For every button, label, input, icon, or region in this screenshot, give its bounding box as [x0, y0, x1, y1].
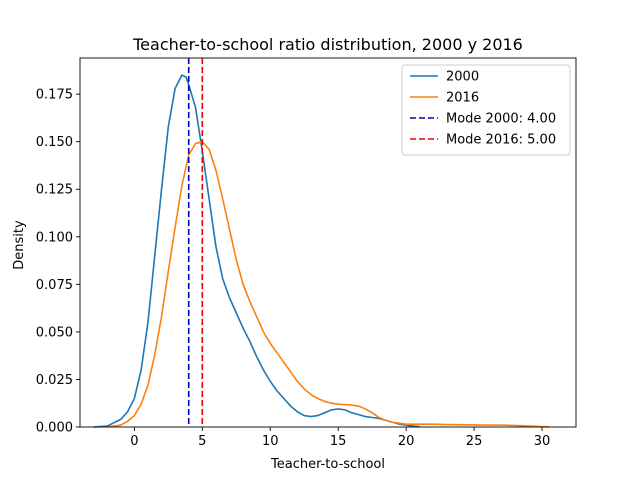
y-tick-label: 0.000 [36, 421, 73, 436]
chart-title: Teacher-to-school ratio distribution, 20… [132, 35, 523, 54]
y-tick-label: 0.100 [36, 230, 73, 245]
y-tick-label: 0.075 [36, 278, 73, 293]
axes-frame [79, 57, 577, 428]
x-tick-label: 15 [330, 434, 347, 449]
y-tick-label: 0.125 [36, 183, 73, 198]
legend-box [401, 64, 571, 156]
x-tick-label: 25 [466, 434, 483, 449]
legend-label: Mode 2000: 4.00 [446, 112, 556, 127]
y-tick-label: 0.150 [36, 135, 73, 150]
series-line-2016 [107, 140, 549, 428]
series-line-2000 [93, 74, 420, 428]
legend-label: Mode 2016: 5.00 [446, 133, 556, 148]
x-tick-label: 5 [198, 434, 206, 449]
y-tick-label: 0.025 [36, 373, 73, 388]
y-tick-label: 0.175 [36, 88, 73, 103]
plot-area: 0 5 10 15 20 25 30 0.000 0.025 0.050 0.075 0.100 0.1… [36, 57, 577, 449]
x-tick-label: 10 [262, 434, 279, 449]
legend: 2000 2016 Mode 2000: 4.00 Mode 2016: 5.00 [401, 64, 571, 156]
legend-label: 2000 [446, 70, 479, 85]
x-axis-label: Teacher-to-school [270, 457, 385, 472]
legend-label: 2016 [446, 91, 479, 106]
x-tick-label: 20 [398, 434, 415, 449]
x-tick-label: 30 [534, 434, 551, 449]
x-tick-label: 0 [130, 434, 138, 449]
y-axis-label: Density [12, 220, 27, 270]
y-tick-label: 0.050 [36, 325, 73, 340]
